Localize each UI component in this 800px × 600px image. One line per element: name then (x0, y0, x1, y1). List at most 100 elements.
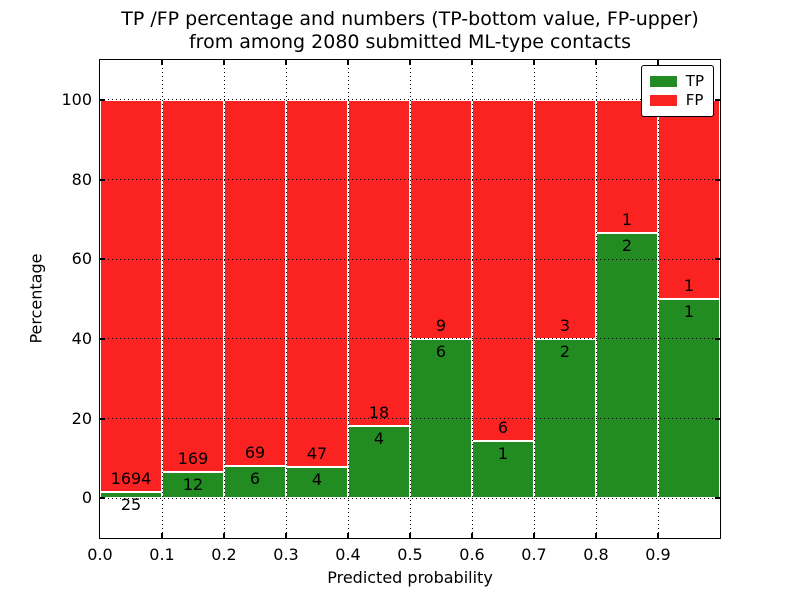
fp-count-label: 69 (244, 443, 266, 463)
x-tick-label: 0.4 (335, 545, 361, 564)
tp-bar-segment (348, 425, 410, 499)
fp-count-label: 47 (306, 443, 328, 463)
tp-bar-segment (472, 441, 534, 499)
y-tick-mark (100, 337, 105, 340)
fp-count-label: 169 (177, 448, 209, 468)
vertical-gridline (223, 60, 225, 538)
tp-color-swatch (649, 76, 677, 87)
x-tick-mark (471, 60, 473, 65)
x-tick-label: 0.6 (459, 545, 485, 564)
y-tick-mark (715, 337, 720, 340)
y-tick-label: 60 (71, 249, 92, 269)
x-tick-label: 0.0 (87, 545, 113, 564)
tp-bar-segment (596, 232, 658, 499)
y-tick-label: 20 (71, 408, 92, 428)
chart-title-line1: TP /FP percentage and numbers (TP-bottom… (121, 8, 699, 30)
tp-count-label: 1 (683, 302, 695, 321)
x-tick-mark (223, 60, 225, 65)
x-tick-label: 0.8 (583, 545, 609, 564)
x-axis-label: Predicted probability (327, 568, 493, 587)
horizontal-gridline (100, 497, 720, 499)
plot-area: 1694 25 169 12 69 6 47 4 18 4 9 6 6 1 3 2 1 2 1 1 TP FP (99, 59, 721, 539)
fp-bar-segment (162, 99, 224, 472)
x-tick-mark (657, 533, 659, 538)
x-tick-label: 0.9 (645, 545, 671, 564)
legend-item-fp: FP (649, 91, 704, 109)
fp-color-swatch (649, 95, 677, 106)
fp-bar-segment (100, 99, 162, 493)
y-tick-label: 80 (71, 169, 92, 189)
fp-bar-segment (286, 99, 348, 467)
y-tick-mark (100, 178, 105, 181)
legend-item-tp: TP (649, 72, 704, 90)
fp-count-label: 3 (559, 315, 571, 335)
fp-count-label: 9 (435, 315, 447, 335)
fp-count-label: 1 (621, 209, 633, 229)
tp-count-label: 4 (373, 428, 385, 448)
vertical-gridline (161, 60, 163, 538)
vertical-gridline (471, 60, 473, 538)
y-tick-mark (100, 497, 105, 500)
horizontal-gridline (100, 258, 720, 260)
x-tick-label: 0.3 (273, 545, 299, 564)
fp-bar-segment (224, 99, 286, 467)
legend: TP FP (640, 65, 714, 117)
x-tick-mark (409, 533, 411, 538)
tp-count-label: 12 (182, 474, 204, 494)
y-tick-label: 0 (81, 488, 92, 508)
x-tick-mark (285, 60, 287, 65)
vertical-gridline (533, 60, 535, 538)
vertical-gridline (657, 60, 659, 538)
y-axis-label: Percentage (26, 253, 46, 344)
horizontal-gridline (100, 418, 720, 419)
chart-title-line2: from among 2080 submitted ML-type contac… (188, 31, 632, 53)
y-tick-mark (715, 98, 720, 101)
y-tick-mark (715, 258, 720, 261)
fp-bar-segment (410, 99, 472, 339)
x-tick-mark (533, 533, 535, 538)
x-tick-mark (223, 533, 225, 538)
tp-count-label: 6 (435, 341, 447, 361)
fp-bar-segment (472, 99, 534, 442)
x-tick-mark (657, 60, 659, 65)
x-tick-label: 0.5 (397, 545, 423, 564)
horizontal-gridline (100, 179, 720, 180)
x-tick-label: 0.1 (149, 545, 175, 564)
x-tick-label: 0.7 (521, 545, 547, 564)
y-tick-label: 40 (71, 328, 92, 348)
tp-bar-segment (286, 466, 348, 499)
chart-title: TP /FP percentage and numbers (TP-bottom… (100, 8, 720, 54)
legend-label-tp: TP (685, 72, 704, 90)
y-tick-mark (715, 178, 720, 181)
y-tick-mark (715, 417, 720, 420)
fp-bar-segment (348, 99, 410, 426)
tp-count-label: 25 (120, 495, 142, 515)
tp-bar-segment (658, 299, 720, 499)
x-tick-mark (161, 60, 163, 65)
y-tick-label: 100 (61, 89, 92, 109)
x-tick-mark (595, 60, 597, 65)
y-tick-mark (715, 497, 720, 500)
fp-bar-segment (534, 99, 596, 339)
x-tick-mark (285, 533, 287, 538)
y-tick-mark (100, 417, 105, 420)
tp-count-label: 6 (249, 469, 261, 489)
x-tick-mark (409, 60, 411, 65)
legend-label-fp: FP (685, 91, 704, 109)
x-tick-mark (347, 533, 349, 538)
x-tick-mark (161, 533, 163, 538)
y-tick-mark (100, 98, 105, 101)
x-tick-mark (533, 60, 535, 65)
x-tick-mark (595, 533, 597, 538)
vertical-gridline (409, 60, 411, 538)
horizontal-gridline (100, 338, 720, 340)
tp-count-label: 2 (559, 341, 571, 361)
x-tick-mark (347, 60, 349, 65)
fp-bar-segment (658, 99, 720, 299)
x-tick-mark (471, 533, 473, 538)
tp-count-label: 1 (497, 444, 509, 464)
tp-count-label: 2 (621, 235, 633, 255)
tp-count-label: 4 (311, 469, 323, 489)
horizontal-gridline (100, 99, 720, 101)
